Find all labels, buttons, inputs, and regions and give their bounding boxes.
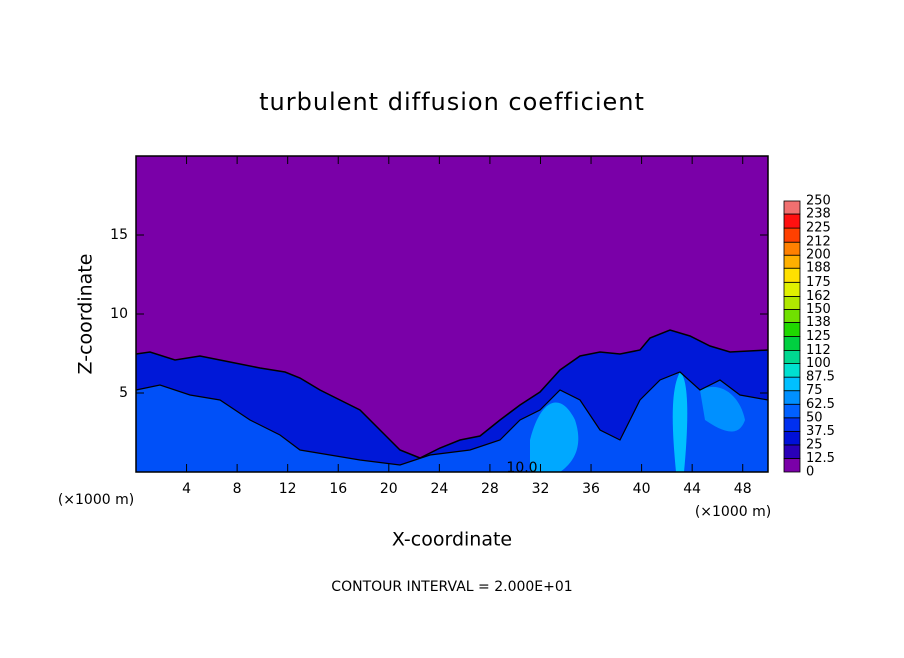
colorbar-band xyxy=(783,254,801,269)
x-unit-left: (×1000 m) xyxy=(58,492,134,508)
colorbar-band xyxy=(783,458,801,473)
colorbar-label: 12.5 xyxy=(806,451,835,466)
colorbar-band xyxy=(783,376,801,392)
colorbar-band xyxy=(783,417,801,432)
colorbar-band xyxy=(783,267,801,283)
contour-line xyxy=(135,371,769,466)
colorbar-band xyxy=(783,390,801,405)
colorbar-band xyxy=(783,322,801,337)
colorbar-label: 238 xyxy=(806,207,831,222)
colorbar-label: 150 xyxy=(806,302,831,317)
x-tick-label: 24 xyxy=(430,481,448,497)
x-tick-label: 48 xyxy=(734,481,752,497)
colorbar-label: 250 xyxy=(806,194,831,209)
colorbar-label: 75 xyxy=(806,383,823,398)
field-region xyxy=(700,386,745,432)
contour-label: 10.0 xyxy=(506,460,537,476)
colorbar-band xyxy=(783,213,801,229)
colorbar-label: 25 xyxy=(806,437,823,452)
colorbar-band xyxy=(783,403,801,419)
colorbar-label: 50 xyxy=(806,410,823,425)
contour-line xyxy=(135,329,769,459)
x-unit-right: (×1000 m) xyxy=(695,504,771,520)
y-tick-label: 10 xyxy=(110,306,128,322)
colorbar-band xyxy=(783,295,801,310)
footer-note: CONTOUR INTERVAL = 2.000E+01 xyxy=(331,579,572,595)
chart-title: turbulent diffusion coefficient xyxy=(259,88,645,116)
colorbar-band xyxy=(783,281,801,297)
x-tick-label: 36 xyxy=(582,481,600,497)
colorbar-band xyxy=(783,308,801,323)
colorbar-label: 200 xyxy=(806,248,831,263)
x-tick-label: 40 xyxy=(633,481,651,497)
field-region xyxy=(136,372,768,472)
x-tick-label: 20 xyxy=(380,481,398,497)
field: 10.0 xyxy=(135,156,769,476)
colorbar-label: 162 xyxy=(806,289,831,304)
colorbar-label: 100 xyxy=(806,356,831,371)
colorbar-label: 62.5 xyxy=(806,397,835,412)
y-axis-label: Z-coordinate xyxy=(75,254,97,375)
colorbar-band xyxy=(783,336,801,351)
colorbar-band xyxy=(783,363,801,378)
colorbar-label: 37.5 xyxy=(806,424,835,439)
x-tick-label: 8 xyxy=(233,481,242,497)
colorbar-band xyxy=(783,200,801,215)
x-tick-label: 32 xyxy=(532,481,550,497)
colorbar-label: 225 xyxy=(806,221,831,236)
field-region xyxy=(672,372,688,472)
x-tick-label: 12 xyxy=(279,481,297,497)
x-tick-label: 16 xyxy=(329,481,347,497)
colorbar-label: 175 xyxy=(806,275,831,290)
y-tick-label: 15 xyxy=(110,227,128,243)
colorbar-band xyxy=(783,241,801,256)
colorbar-label: 212 xyxy=(806,235,831,250)
x-axis-label: X-coordinate xyxy=(392,529,512,551)
colorbar-label: 188 xyxy=(806,261,831,276)
x-tick-label: 4 xyxy=(182,481,191,497)
colorbar-band xyxy=(783,430,801,446)
x-tick-label: 28 xyxy=(481,481,499,497)
colorbar-label: 0 xyxy=(806,465,814,480)
colorbar-label: 125 xyxy=(806,329,831,344)
colorbar-band xyxy=(783,227,801,243)
field-region xyxy=(530,402,579,472)
y-tick-label: 5 xyxy=(119,385,128,401)
colorbar-label: 112 xyxy=(806,343,831,358)
colorbar-label: 87.5 xyxy=(806,370,835,385)
colorbar-label: 138 xyxy=(806,315,831,330)
x-tick-label: 44 xyxy=(683,481,701,497)
colorbar-band xyxy=(783,350,801,365)
colorbar-band xyxy=(783,444,801,459)
